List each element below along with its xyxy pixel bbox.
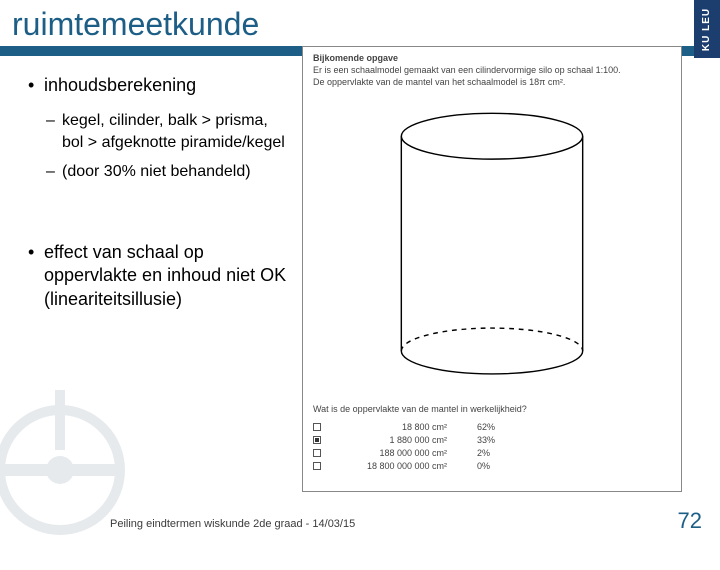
checkbox-icon xyxy=(313,423,321,431)
bullet-1: inhoudsberekening xyxy=(28,75,288,96)
exercise-insert: Bijkomende opgave Er is een schaalmodel … xyxy=(302,46,682,492)
checkbox-icon xyxy=(313,449,321,457)
content-body: inhoudsberekening kegel, cilinder, balk … xyxy=(28,75,288,311)
answer-label: 18 800 cm² xyxy=(327,422,477,432)
slide-title: ruimtemeetkunde xyxy=(12,6,259,43)
page-number: 72 xyxy=(678,508,702,534)
answer-pct: 62% xyxy=(477,422,517,432)
checkbox-icon xyxy=(313,462,321,470)
answer-options: 18 800 cm² 62% 1 880 000 cm² 33% 188 000… xyxy=(313,422,671,471)
checkbox-icon xyxy=(313,436,321,444)
university-logo: KU LEU xyxy=(694,0,720,58)
answer-row: 18 800 cm² 62% xyxy=(313,422,671,432)
insert-heading: Bijkomende opgave xyxy=(313,53,671,63)
cylinder-figure xyxy=(313,96,671,396)
watermark-key xyxy=(0,370,160,570)
bullet-2: effect van schaal op oppervlakte en inho… xyxy=(28,241,288,311)
footer-text: Peiling eindtermen wiskunde 2de graad - … xyxy=(110,518,355,530)
insert-question: Wat is de oppervlakte van de mantel in w… xyxy=(313,404,671,414)
answer-label: 1 880 000 cm² xyxy=(327,435,477,445)
answer-pct: 2% xyxy=(477,448,517,458)
insert-line-2: De oppervlakte van de mantel van het sch… xyxy=(313,77,671,89)
insert-line-1: Er is een schaalmodel gemaakt van een ci… xyxy=(313,65,671,77)
answer-row: 18 800 000 000 cm² 0% xyxy=(313,461,671,471)
answer-pct: 33% xyxy=(477,435,517,445)
cylinder-svg xyxy=(387,106,597,386)
bullet-1-sub-1: kegel, cilinder, balk > prisma, bol > af… xyxy=(28,110,288,153)
bullet-1-sub-2: (door 30% niet behandeld) xyxy=(28,161,288,183)
answer-row: 188 000 000 cm² 2% xyxy=(313,448,671,458)
answer-pct: 0% xyxy=(477,461,517,471)
answer-label: 188 000 000 cm² xyxy=(327,448,477,458)
answer-label: 18 800 000 000 cm² xyxy=(327,461,477,471)
logo-text: KU LEU xyxy=(702,7,713,50)
answer-row: 1 880 000 cm² 33% xyxy=(313,435,671,445)
